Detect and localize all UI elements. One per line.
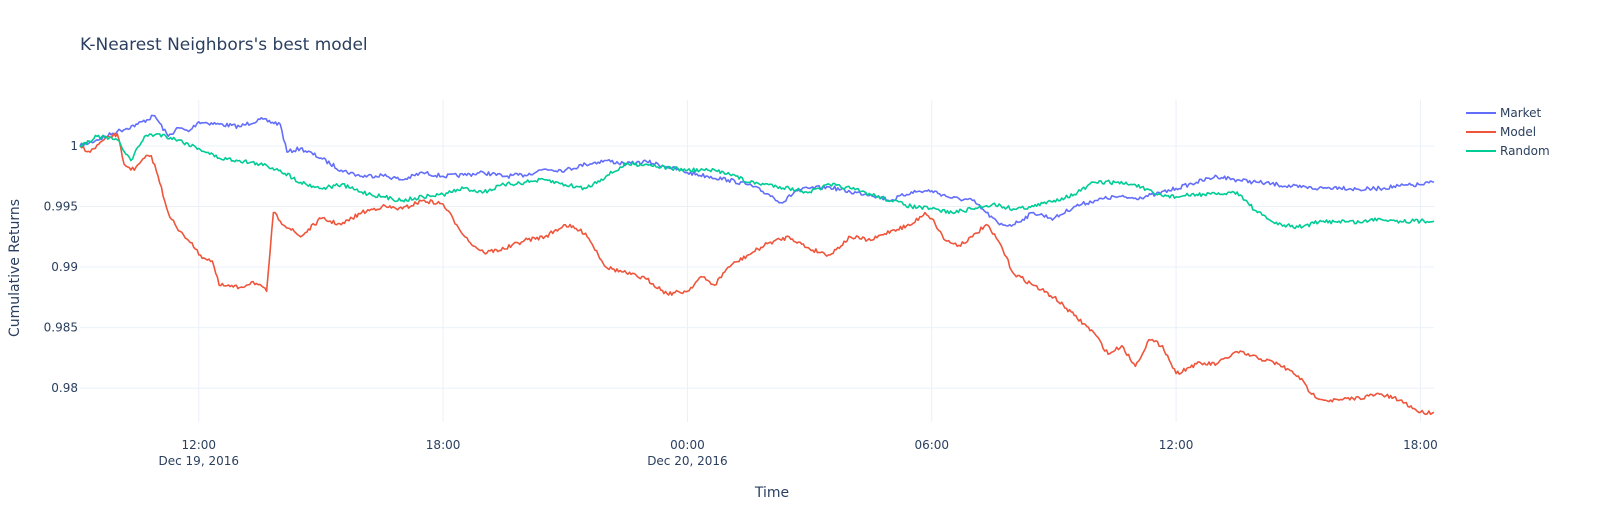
x-tick-label: 06:00 xyxy=(914,438,949,452)
y-axis-title: Cumulative Returns xyxy=(7,199,23,337)
y-tick-label: 1 xyxy=(70,139,78,153)
x-axis-title: Time xyxy=(754,485,789,501)
y-tick-label: 0.98 xyxy=(51,381,78,395)
legend-label-model[interactable]: Model xyxy=(1500,125,1536,139)
x-tick-label: 18:00 xyxy=(1403,438,1438,452)
legend-label-market[interactable]: Market xyxy=(1500,106,1542,120)
series-line-model xyxy=(79,132,1435,416)
y-axis: 0.98 0.985 0.99 0.995 1 xyxy=(44,139,78,395)
x-tick-label: 18:00 xyxy=(426,438,461,452)
series-line-random xyxy=(79,133,1435,230)
series-line-market xyxy=(79,114,1435,227)
legend: Market Model Random xyxy=(1466,106,1550,158)
grid xyxy=(80,100,1434,422)
x-tick-label: 12:00 xyxy=(181,438,216,452)
legend-label-random[interactable]: Random xyxy=(1500,144,1550,158)
chart-title: K-Nearest Neighbors's best model xyxy=(80,35,368,55)
x-tick-sublabel: Dec 20, 2016 xyxy=(647,454,727,468)
x-tick-label: 12:00 xyxy=(1159,438,1194,452)
series-layer xyxy=(79,114,1435,416)
x-axis: 12:00 Dec 19, 2016 18:00 00:00 Dec 20, 2016 0… xyxy=(159,438,1438,468)
x-tick-label: 00:00 xyxy=(670,438,705,452)
y-tick-label: 0.99 xyxy=(51,260,78,274)
y-tick-label: 0.985 xyxy=(44,321,78,335)
y-tick-label: 0.995 xyxy=(44,200,78,214)
x-tick-sublabel: Dec 19, 2016 xyxy=(159,454,239,468)
